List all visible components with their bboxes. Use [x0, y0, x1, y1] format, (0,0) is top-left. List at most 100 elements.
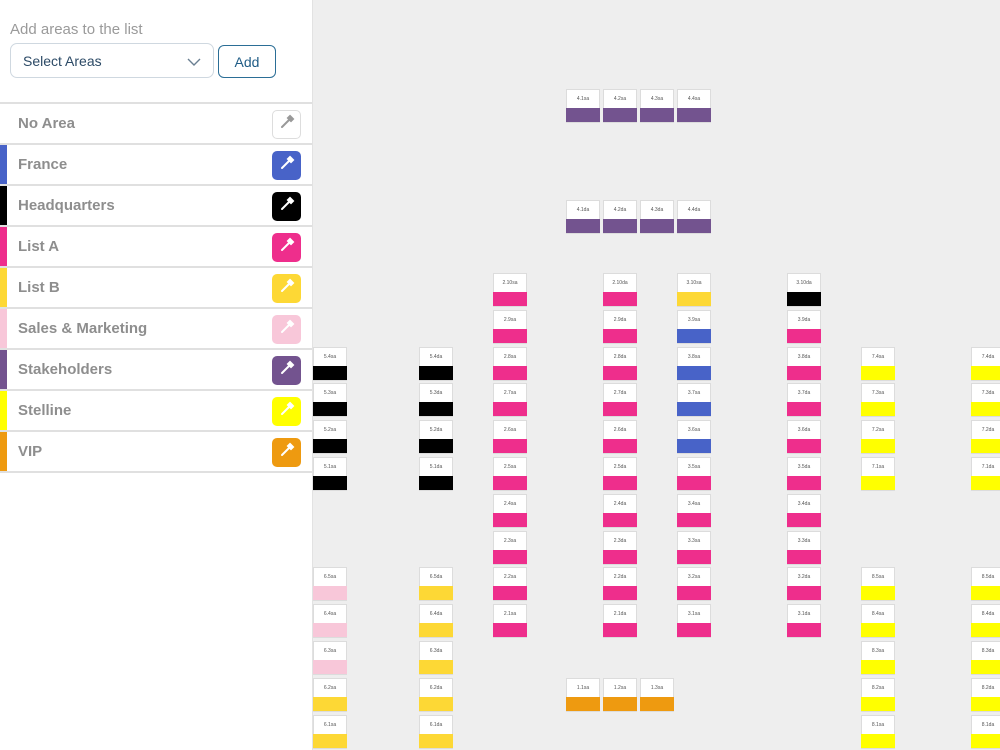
seat[interactable]: 3.2sa — [677, 567, 711, 602]
seat[interactable]: 2.9sa — [493, 309, 527, 344]
color-picker-button[interactable] — [272, 233, 301, 262]
seat[interactable]: 8.4da — [971, 604, 1000, 639]
seat[interactable]: 4.4sa — [677, 89, 711, 123]
color-picker-button[interactable] — [272, 151, 301, 180]
seat[interactable]: 7.1sa — [861, 457, 895, 491]
seat[interactable]: 6.3sa — [313, 641, 347, 675]
seat[interactable]: 3.10sa — [677, 273, 711, 307]
seat[interactable]: 3.8sa — [677, 346, 711, 381]
seat[interactable]: 2.6sa — [493, 420, 527, 455]
seat[interactable]: 4.3da — [640, 200, 674, 234]
seat[interactable]: 6.4da — [419, 604, 453, 639]
color-picker-button[interactable] — [272, 356, 301, 385]
area-item[interactable]: Headquarters — [0, 186, 312, 227]
color-picker-button[interactable] — [272, 192, 301, 221]
seat[interactable]: 7.2sa — [861, 420, 895, 455]
seat[interactable]: 7.2da — [971, 420, 1000, 455]
seat[interactable]: 5.1sa — [313, 457, 347, 491]
seat[interactable]: 3.1sa — [677, 604, 711, 639]
seat[interactable]: 2.4da — [603, 493, 637, 528]
seat[interactable]: 8.5da — [971, 567, 1000, 602]
seat[interactable]: 3.8da — [787, 346, 821, 381]
seat[interactable]: 3.7sa — [677, 383, 711, 418]
seat[interactable]: 6.2sa — [313, 677, 347, 712]
seat[interactable]: 7.3sa — [861, 383, 895, 418]
seat[interactable]: 2.5sa — [493, 457, 527, 491]
area-item[interactable]: Stakeholders — [0, 350, 312, 391]
seat[interactable]: 8.3sa — [861, 641, 895, 675]
seat[interactable]: 7.4sa — [861, 346, 895, 381]
seat[interactable]: 5.2da — [419, 420, 453, 455]
seat[interactable]: 8.2da — [971, 677, 1000, 712]
select-areas-dropdown[interactable]: Select Areas — [10, 43, 214, 78]
seat[interactable]: 4.3sa — [640, 89, 674, 123]
color-picker-button[interactable] — [272, 397, 301, 426]
seat[interactable]: 2.8sa — [493, 346, 527, 381]
seat[interactable]: 6.1sa — [313, 714, 347, 749]
seat[interactable]: 6.5da — [419, 567, 453, 602]
color-picker-button[interactable] — [272, 110, 301, 139]
area-item[interactable]: List A — [0, 227, 312, 268]
seat[interactable]: 3.7da — [787, 383, 821, 418]
color-picker-button[interactable] — [272, 274, 301, 303]
color-picker-button[interactable] — [272, 315, 301, 344]
seat[interactable]: 3.9da — [787, 309, 821, 344]
seat[interactable]: 4.2sa — [603, 89, 637, 123]
seat[interactable]: 6.4sa — [313, 604, 347, 639]
seat[interactable]: 7.4da — [971, 346, 1000, 381]
seat[interactable]: 8.5sa — [861, 567, 895, 602]
seat[interactable]: 3.9sa — [677, 309, 711, 344]
area-item[interactable]: Stelline — [0, 391, 312, 432]
seat[interactable]: 8.4sa — [861, 604, 895, 639]
seat[interactable]: 1.3sa — [640, 678, 674, 712]
seat[interactable]: 4.1da — [566, 200, 600, 234]
seat[interactable]: 5.1da — [419, 457, 453, 491]
seat[interactable]: 3.3sa — [677, 530, 711, 565]
seat[interactable]: 3.3da — [787, 530, 821, 565]
seat[interactable]: 3.2da — [787, 567, 821, 602]
seat[interactable]: 6.5sa — [313, 567, 347, 602]
color-picker-button[interactable] — [272, 438, 301, 467]
seat[interactable]: 8.2sa — [861, 677, 895, 712]
seat[interactable]: 3.4sa — [677, 493, 711, 528]
seat[interactable]: 2.7sa — [493, 383, 527, 418]
seat[interactable]: 3.5da — [787, 457, 821, 491]
seat[interactable]: 2.8da — [603, 346, 637, 381]
seat[interactable]: 3.10da — [787, 273, 821, 307]
seat[interactable]: 2.1sa — [493, 604, 527, 639]
seat[interactable]: 3.4da — [787, 493, 821, 528]
seat[interactable]: 8.1da — [971, 714, 1000, 749]
seat[interactable]: 2.5da — [603, 457, 637, 491]
seat[interactable]: 2.2da — [603, 567, 637, 602]
seat[interactable]: 8.3da — [971, 641, 1000, 675]
seat[interactable]: 6.1da — [419, 714, 453, 749]
seat[interactable]: 4.4da — [677, 200, 711, 234]
seat[interactable]: 2.1da — [603, 604, 637, 639]
seat[interactable]: 5.3sa — [313, 383, 347, 418]
area-item[interactable]: VIP — [0, 432, 312, 473]
seat[interactable]: 5.4da — [419, 346, 453, 381]
area-item[interactable]: List B — [0, 268, 312, 309]
seat[interactable]: 2.3da — [603, 530, 637, 565]
seat[interactable]: 6.2da — [419, 677, 453, 712]
seat[interactable]: 4.1sa — [566, 89, 600, 123]
add-button[interactable]: Add — [218, 45, 276, 78]
seat[interactable]: 5.3da — [419, 383, 453, 418]
seat[interactable]: 2.7da — [603, 383, 637, 418]
seat[interactable]: 5.2sa — [313, 420, 347, 455]
seat[interactable]: 2.9da — [603, 309, 637, 344]
area-item[interactable]: France — [0, 145, 312, 186]
seat[interactable]: 3.6sa — [677, 420, 711, 455]
seat[interactable]: 3.1da — [787, 604, 821, 639]
seat[interactable]: 2.3sa — [493, 530, 527, 565]
seat[interactable]: 2.6da — [603, 420, 637, 455]
area-item[interactable]: Sales & Marketing — [0, 309, 312, 350]
seat[interactable]: 2.4sa — [493, 493, 527, 528]
seat[interactable]: 7.1da — [971, 457, 1000, 491]
seat[interactable]: 3.6da — [787, 420, 821, 455]
seat[interactable]: 8.1sa — [861, 714, 895, 749]
seat[interactable]: 4.2da — [603, 200, 637, 234]
seat[interactable]: 1.2sa — [603, 678, 637, 712]
seat[interactable]: 3.5sa — [677, 457, 711, 491]
seat[interactable]: 6.3da — [419, 641, 453, 675]
